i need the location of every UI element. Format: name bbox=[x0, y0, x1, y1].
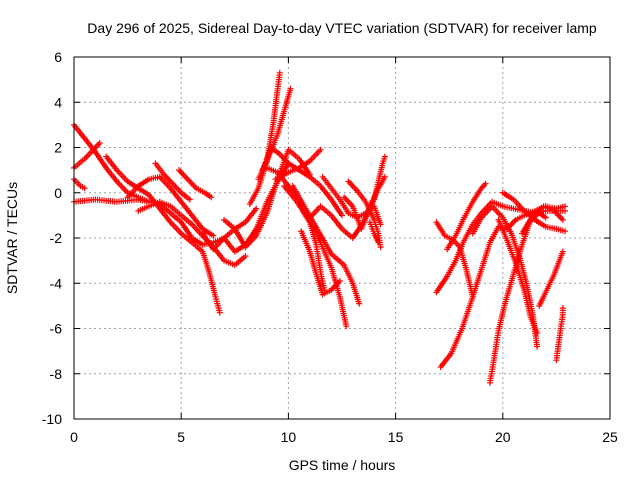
data-markers bbox=[341, 173, 388, 232]
data-series-arc-31 bbox=[495, 216, 541, 336]
y-tick-label: -8 bbox=[50, 366, 63, 382]
data-markers bbox=[495, 216, 541, 336]
data-series-arc-07 bbox=[124, 173, 217, 239]
x-tick-label: 10 bbox=[281, 429, 297, 445]
y-tick-label: 0 bbox=[54, 185, 62, 201]
data-series-arc-18 bbox=[289, 182, 363, 307]
chart-title: Day 296 of 2025, Sidereal Day-to-day VTE… bbox=[87, 20, 597, 36]
x-tick-label: 15 bbox=[388, 429, 404, 445]
data-markers bbox=[298, 228, 343, 298]
data-series-arc-16 bbox=[272, 146, 324, 183]
data-markers bbox=[289, 182, 363, 307]
y-tick-label: -4 bbox=[50, 275, 63, 291]
y-tick-label: -6 bbox=[50, 321, 63, 337]
data-series-arc-14 bbox=[259, 144, 345, 219]
data-series-arc-35 bbox=[553, 305, 566, 364]
data-markers bbox=[444, 180, 489, 253]
data-series-arc-09 bbox=[176, 167, 215, 201]
data-series-arc-28 bbox=[444, 180, 489, 253]
data-markers bbox=[519, 203, 566, 237]
data-series-arc-22 bbox=[341, 173, 388, 232]
data-series-arc-17 bbox=[281, 182, 350, 330]
data-markers bbox=[281, 182, 350, 330]
data-series-arc-19 bbox=[298, 228, 343, 298]
y-tick-label: 2 bbox=[54, 140, 62, 156]
x-tick-label: 5 bbox=[177, 429, 185, 445]
data-series-arc-30 bbox=[486, 210, 549, 386]
data-markers bbox=[176, 167, 215, 201]
data-markers bbox=[486, 210, 549, 386]
data-series-arc-08 bbox=[152, 160, 193, 203]
y-axis-label: SDTVAR / TECUs bbox=[4, 182, 20, 294]
data-series-group bbox=[71, 69, 568, 386]
data-markers bbox=[499, 189, 568, 235]
data-series-arc-10 bbox=[199, 205, 260, 253]
data-markers bbox=[536, 248, 566, 309]
data-markers bbox=[553, 305, 566, 364]
x-tick-label: 0 bbox=[70, 429, 78, 445]
data-markers bbox=[152, 160, 193, 203]
data-series-arc-34 bbox=[536, 248, 566, 309]
data-markers bbox=[272, 146, 324, 183]
y-tick-label: -10 bbox=[42, 411, 62, 427]
data-series-arc-32 bbox=[499, 189, 568, 235]
y-tick-label: 4 bbox=[54, 94, 62, 110]
x-tick-label: 20 bbox=[495, 429, 511, 445]
data-series-arc-24 bbox=[366, 219, 382, 246]
x-axis-label: GPS time / hours bbox=[289, 457, 396, 473]
y-tick-label: -2 bbox=[50, 230, 63, 246]
data-markers bbox=[259, 144, 345, 219]
data-series-arc-33 bbox=[519, 203, 566, 237]
data-markers bbox=[199, 205, 260, 253]
data-markers bbox=[366, 219, 382, 246]
grid bbox=[74, 57, 610, 419]
x-tick-label: 25 bbox=[602, 429, 618, 445]
data-markers bbox=[124, 173, 217, 239]
axis-ticks: 0 5 10 15 20 25 -10 -8 -6 -4 -2 0 2 4 6 bbox=[42, 49, 618, 445]
y-tick-label: 6 bbox=[54, 49, 62, 65]
